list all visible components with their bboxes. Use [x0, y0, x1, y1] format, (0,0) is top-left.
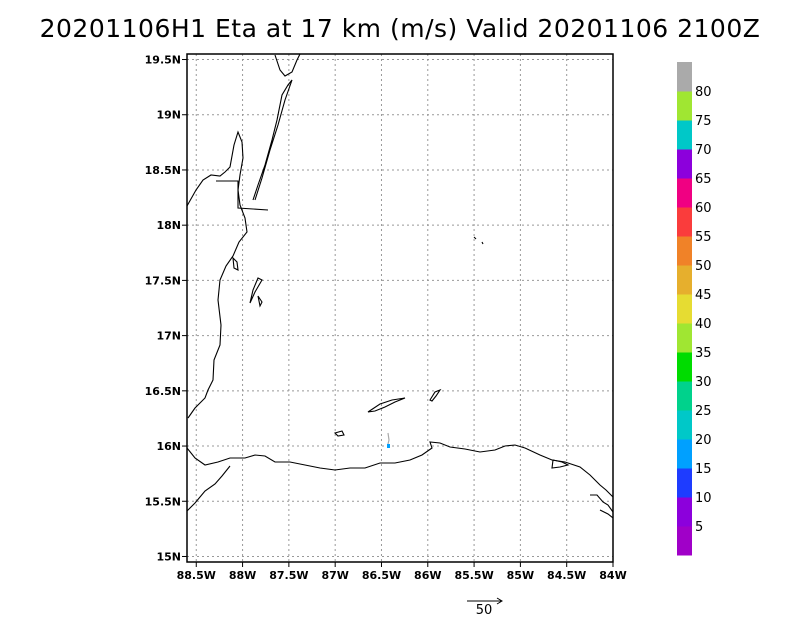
- colorbar: 5 10 15 20 25 30 35 40 45 50 55 60 65 70 75 80: [677, 62, 712, 556]
- honduras-inland-boundary: [187, 465, 231, 512]
- x-tick-label: 86W: [414, 569, 441, 582]
- y-tick-label: 16N: [156, 440, 181, 453]
- y-tick-label: 17N: [156, 330, 181, 343]
- colorbar-segment: [677, 265, 692, 295]
- colorbar-label: 75: [695, 114, 712, 129]
- colorbar-label: 70: [695, 143, 712, 158]
- small-cay-3: [257, 295, 263, 308]
- colorbar-segment: [677, 410, 692, 440]
- small-cay-2: [249, 277, 263, 304]
- belize-offshore-cay: [252, 79, 293, 201]
- colorbar-label: 5: [695, 520, 703, 535]
- colorbar-segment: [677, 352, 692, 382]
- colorbar-label: 60: [695, 201, 712, 216]
- yucatan-north-coast: [274, 54, 301, 77]
- colorbar-segment: [677, 323, 692, 353]
- colorbar-label: 30: [695, 375, 712, 390]
- colorbar-segment: [677, 381, 692, 411]
- map-title: 20201106H1 Eta at 17 km (m/s) Valid 2020…: [39, 14, 761, 43]
- colorbar-label: 20: [695, 433, 712, 448]
- colorbar-label: 65: [695, 172, 712, 187]
- colorbar-label: 35: [695, 346, 712, 361]
- y-tick-label: 16.5N: [145, 385, 181, 398]
- caratasca-lagoon: [551, 459, 570, 469]
- roatan-island: [367, 397, 406, 413]
- y-tick-label: 15.5N: [145, 495, 181, 508]
- x-tick-label: 88.5W: [177, 569, 216, 582]
- colorbar-segment: [677, 120, 692, 150]
- guanaja-island: [429, 388, 442, 402]
- colorbar-label: 10: [695, 491, 712, 506]
- colorbar-segment: [677, 294, 692, 324]
- y-axis-ticks: 19.5N 19N 18.5N 18N 17.5N 17N 16.5N 16N 15.5N 15N: [145, 54, 187, 563]
- colorbar-segment: [677, 526, 692, 556]
- x-tick-label: 85W: [507, 569, 534, 582]
- colorbar-segment: [677, 236, 692, 266]
- colorbar-label: 50: [695, 259, 712, 274]
- border-line: [216, 180, 269, 211]
- honduras-north-coast: [187, 441, 613, 498]
- x-tick-label: 86.5W: [362, 569, 401, 582]
- colorbar-label: 55: [695, 230, 712, 245]
- x-tick-label: 84W: [599, 569, 626, 582]
- colorbar-segment: [677, 207, 692, 237]
- swan-island-2: [481, 241, 484, 245]
- colorbar-label: 15: [695, 462, 712, 477]
- swan-island-1: [473, 236, 477, 240]
- x-tick-label: 87W: [321, 569, 348, 582]
- colorbar-segment: [677, 497, 692, 527]
- y-tick-label: 19.5N: [145, 54, 181, 67]
- colorbar-segment: [677, 149, 692, 179]
- mainland-coastline: [187, 130, 248, 419]
- x-axis-ticks: 88.5W 88W 87.5W 87W 86.5W 86W 85.5W 85W 84.5W 84W: [177, 562, 627, 582]
- reference-vector-label: 50: [476, 603, 493, 618]
- colorbar-segment: [677, 439, 692, 469]
- colorbar-label: 45: [695, 288, 712, 303]
- map-grid: [187, 54, 614, 562]
- colorbar-segment: [677, 468, 692, 498]
- colorbar-label: 40: [695, 317, 712, 332]
- y-tick-label: 19N: [156, 109, 181, 122]
- colorbar-segment: [677, 91, 692, 121]
- colorbar-segment: [677, 62, 692, 92]
- x-tick-label: 84.5W: [547, 569, 586, 582]
- gracias-a-dios-coast: [590, 494, 613, 519]
- reference-vector: 50: [467, 597, 503, 618]
- wind-speed-marks: [387, 432, 390, 448]
- y-tick-label: 18.5N: [145, 164, 181, 177]
- y-tick-label: 17.5N: [145, 274, 181, 287]
- coastlines: [187, 54, 613, 519]
- utila-island: [333, 430, 345, 437]
- x-tick-label: 87.5W: [269, 569, 308, 582]
- colorbar-label: 25: [695, 404, 712, 419]
- y-tick-label: 18N: [156, 219, 181, 232]
- map-frame: [186, 53, 614, 563]
- reference-vector-arrow-head: [496, 597, 503, 605]
- small-cay-1: [232, 256, 239, 271]
- x-tick-label: 88W: [229, 569, 256, 582]
- colorbar-label: 80: [695, 85, 712, 100]
- y-tick-label: 15N: [156, 550, 181, 563]
- x-tick-label: 85.5W: [454, 569, 493, 582]
- colorbar-segment: [677, 178, 692, 208]
